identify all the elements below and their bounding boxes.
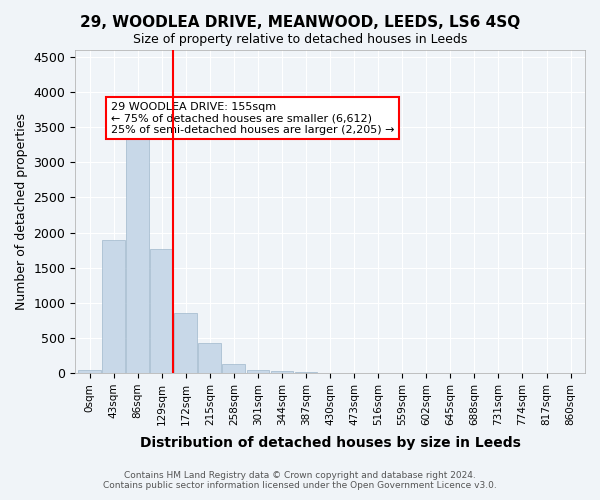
Text: 29 WOODLEA DRIVE: 155sqm
← 75% of detached houses are smaller (6,612)
25% of sem: 29 WOODLEA DRIVE: 155sqm ← 75% of detach…: [111, 102, 394, 135]
Bar: [102, 240, 125, 373]
Bar: [247, 370, 269, 373]
Y-axis label: Number of detached properties: Number of detached properties: [15, 113, 28, 310]
Bar: [126, 128, 149, 373]
Text: Size of property relative to detached houses in Leeds: Size of property relative to detached ho…: [133, 32, 467, 46]
Text: Contains HM Land Registry data © Crown copyright and database right 2024.
Contai: Contains HM Land Registry data © Crown c…: [103, 470, 497, 490]
Bar: [271, 371, 293, 373]
X-axis label: Distribution of detached houses by size in Leeds: Distribution of detached houses by size …: [140, 436, 521, 450]
Bar: [175, 314, 197, 373]
Bar: [295, 372, 317, 373]
Bar: [151, 250, 173, 373]
Bar: [199, 343, 221, 373]
Bar: [78, 370, 101, 373]
Bar: [223, 364, 245, 373]
Text: 29, WOODLEA DRIVE, MEANWOOD, LEEDS, LS6 4SQ: 29, WOODLEA DRIVE, MEANWOOD, LEEDS, LS6 …: [80, 15, 520, 30]
